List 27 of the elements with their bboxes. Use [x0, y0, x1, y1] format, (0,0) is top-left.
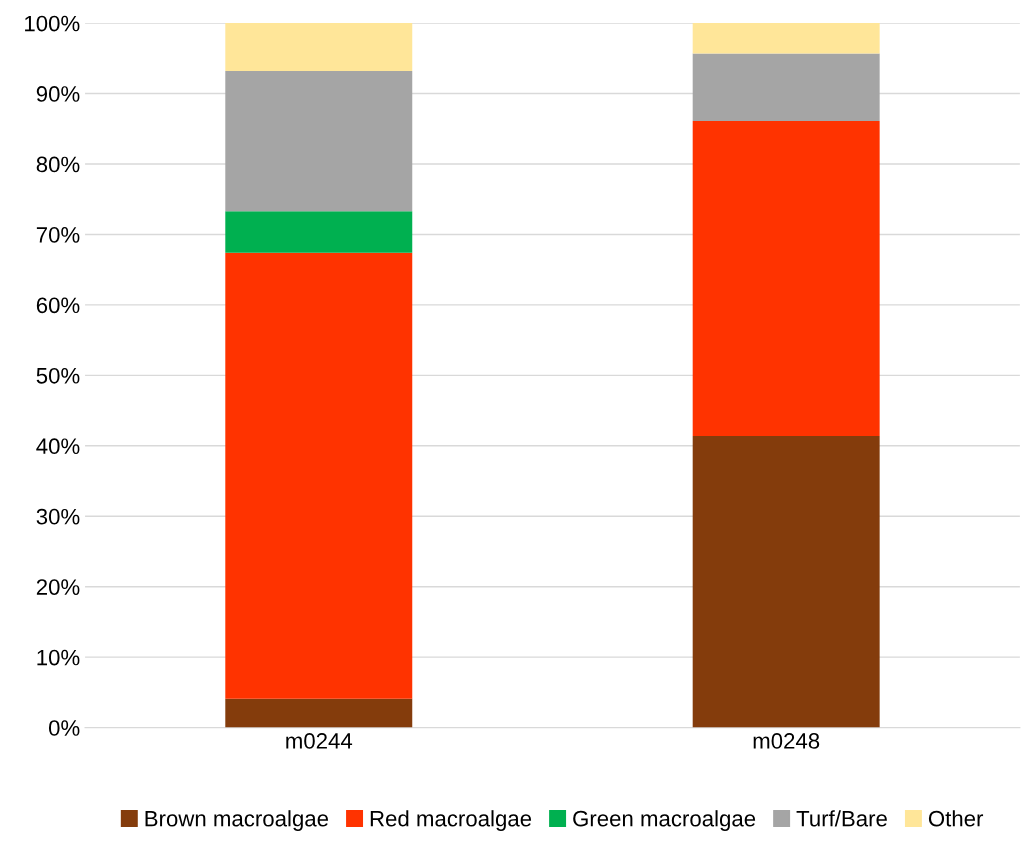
- legend-label: Other: [928, 810, 984, 827]
- legend-label: Green macroalgae: [573, 810, 756, 831]
- bar: [225, 252, 413, 699]
- y-tick-label: 80%: [36, 156, 80, 173]
- y-tick-label: 10%: [37, 649, 80, 666]
- bar: [225, 211, 413, 253]
- bar: [692, 53, 880, 122]
- x-tick-label: m0248: [753, 733, 820, 749]
- x-tick-label: m0244: [286, 733, 353, 749]
- y-tick-label: 70%: [36, 226, 80, 243]
- bar: [692, 435, 880, 728]
- bar: [225, 71, 413, 212]
- y-tick-label: 40%: [36, 438, 80, 455]
- y-tick-label: 60%: [36, 297, 80, 314]
- y-tick-label: 90%: [36, 86, 80, 102]
- y-tick-label: 0%: [48, 720, 80, 736]
- y-tick-label: 20%: [36, 579, 80, 595]
- legend-label: Brown macroalgae: [145, 810, 329, 831]
- bar: [225, 23, 413, 72]
- y-tick-label: 30%: [36, 508, 80, 525]
- bar: [692, 23, 880, 54]
- y-tick-label: 100%: [25, 15, 80, 32]
- legend-label: Turf/Bare: [796, 810, 887, 827]
- bar: [225, 698, 413, 728]
- y-tick-label: 50%: [36, 367, 80, 384]
- legend-label: Red macroalgae: [370, 810, 532, 831]
- bar: [692, 121, 880, 436]
